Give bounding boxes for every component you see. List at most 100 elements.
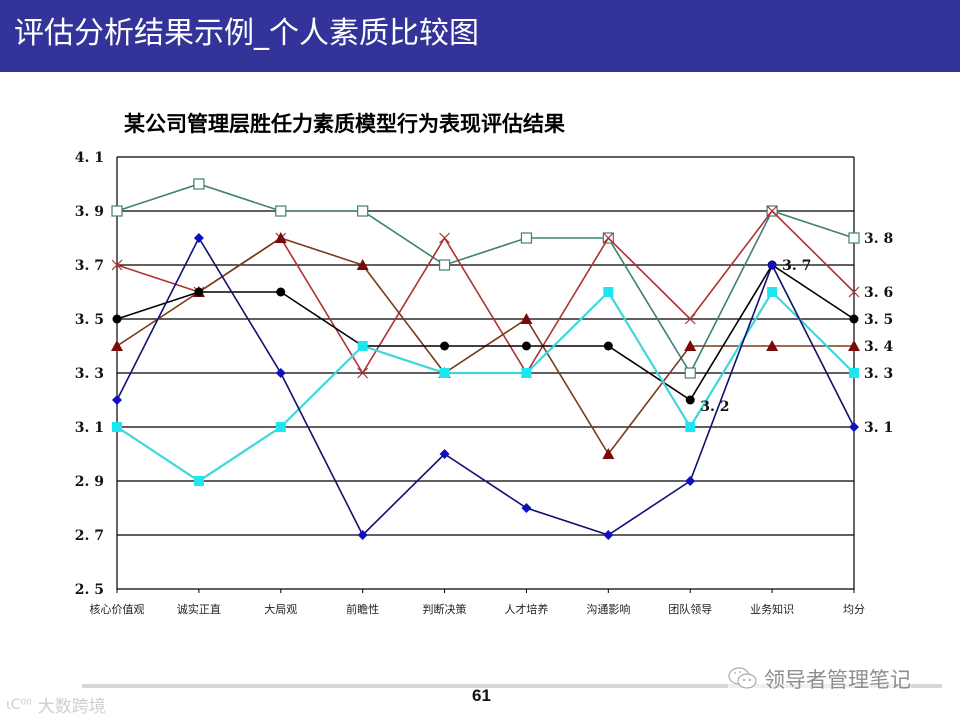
data-value-label: 3. 1 xyxy=(864,420,893,436)
title-banner: 评估分析结果示例_个人素质比较图 xyxy=(0,0,960,72)
x-category-label: 人才培养 xyxy=(504,602,548,616)
data-point-marker xyxy=(357,341,368,351)
data-point-marker xyxy=(849,368,859,378)
data-point-marker xyxy=(849,314,859,324)
data-point-marker xyxy=(439,368,450,378)
slide-title: 评估分析结果示例_个人素质比较图 xyxy=(14,16,479,51)
data-point-marker xyxy=(193,233,204,243)
data-point-marker xyxy=(685,395,695,405)
data-value-label: 3. 6 xyxy=(864,285,893,301)
data-point-marker xyxy=(603,341,613,351)
data-point-marker xyxy=(357,530,368,540)
y-tick-label: 2. 9 xyxy=(75,474,104,490)
x-category-label: 大局观 xyxy=(264,602,297,616)
data-point-marker xyxy=(521,341,531,351)
data-value-label: 3. 8 xyxy=(864,231,893,247)
data-point-marker xyxy=(193,178,205,190)
wechat-icon xyxy=(728,667,757,689)
data-value-label: 3. 4 xyxy=(864,339,893,355)
chart-title: 某公司管理层胜任力素质模型行为表现评估结果 xyxy=(124,111,565,136)
data-point-marker xyxy=(357,367,369,379)
data-point-marker xyxy=(684,367,696,379)
data-point-marker xyxy=(194,287,204,297)
data-point-marker xyxy=(767,287,778,297)
x-axis-category-labels: 核心价值观 诚实正直 大局观 前瞻性 判断决策 人才培养 沟通影响 团队领导 业务知识 均分 xyxy=(90,589,865,616)
data-point-marker xyxy=(849,422,859,432)
data-point-marker xyxy=(357,205,369,217)
data-point-marker xyxy=(274,232,287,243)
y-tick-label: 2. 7 xyxy=(75,528,104,544)
watermark-left: ιC⁰⁰ 大数跨境 xyxy=(6,692,106,718)
data-point-marker xyxy=(520,232,533,244)
data-point-marker xyxy=(521,503,532,513)
data-point-marker xyxy=(520,313,533,324)
data-point-marker xyxy=(684,340,697,351)
watermark-right-text: 领导者管理笔记 xyxy=(764,668,911,692)
footer-divider xyxy=(82,684,942,688)
data-point-marker xyxy=(602,232,614,244)
x-category-label: 前瞻性 xyxy=(346,602,379,616)
data-value-label: 3. 3 xyxy=(864,366,893,382)
data-point-marker xyxy=(440,341,450,351)
series-path xyxy=(116,183,855,375)
data-point-marker xyxy=(112,395,122,405)
y-tick-label: 4. 1 xyxy=(75,150,104,166)
watermark-logo-icon: ιC⁰⁰ xyxy=(6,696,32,713)
data-point-marker xyxy=(848,232,860,244)
watermark-left-text: 大数跨境 xyxy=(37,697,106,717)
data-point-marker xyxy=(602,448,615,459)
data-point-marker xyxy=(112,422,122,432)
data-value-label: 3. 2 xyxy=(700,399,729,415)
data-point-marker xyxy=(439,232,450,244)
chart-series xyxy=(111,178,860,540)
series-path xyxy=(116,236,855,537)
data-point-marker xyxy=(276,287,286,297)
y-tick-label: 3. 3 xyxy=(75,366,104,382)
chart-annotations: 3. 8 3. 7 3. 6 3. 5 3. 4 3. 3 3. 2 3. 1 xyxy=(700,231,893,436)
data-point-marker xyxy=(684,313,696,325)
x-category-label: 核心价值观 xyxy=(90,602,145,616)
y-tick-label: 2. 5 xyxy=(75,582,104,598)
data-point-marker xyxy=(356,259,369,270)
x-category-label: 诚实正直 xyxy=(177,602,221,616)
x-category-label: 业务知识 xyxy=(750,602,794,616)
data-point-marker xyxy=(685,476,696,486)
data-point-marker xyxy=(111,259,123,271)
series-line xyxy=(112,287,859,486)
data-point-marker xyxy=(766,205,778,217)
data-point-marker xyxy=(767,260,778,270)
data-point-marker xyxy=(275,205,287,217)
x-category-label: 沟通影响 xyxy=(586,603,630,616)
x-category-label: 团队领导 xyxy=(668,602,712,616)
data-point-marker xyxy=(112,314,122,324)
data-point-marker xyxy=(275,368,286,378)
y-tick-label: 3. 5 xyxy=(75,312,104,328)
data-point-marker xyxy=(848,340,860,351)
data-point-marker xyxy=(685,422,696,432)
data-point-marker xyxy=(111,340,123,351)
x-category-label: 均分 xyxy=(843,603,865,616)
y-tick-label: 3. 1 xyxy=(75,420,104,436)
series-path xyxy=(116,290,855,483)
series-path xyxy=(116,263,855,402)
y-tick-label: 3. 7 xyxy=(75,258,104,274)
series-line xyxy=(112,233,859,540)
y-tick-label: 3. 9 xyxy=(75,204,104,220)
page-number: 61 xyxy=(472,686,491,705)
data-point-marker xyxy=(439,449,450,459)
data-value-label: 3. 7 xyxy=(782,258,811,274)
data-point-marker xyxy=(521,368,532,378)
x-category-label: 判断决策 xyxy=(423,602,467,616)
data-point-marker xyxy=(111,205,123,217)
y-axis-tick-labels: 4. 1 3. 9 3. 7 3. 5 3. 3 3. 1 2. 9 2. 7 2. 5 xyxy=(75,150,104,598)
data-point-marker xyxy=(848,286,860,298)
data-point-marker xyxy=(766,340,779,351)
data-point-marker xyxy=(275,422,286,432)
data-value-label: 3. 5 xyxy=(864,312,893,328)
data-point-marker xyxy=(438,259,451,271)
data-point-marker xyxy=(603,530,614,540)
data-point-marker xyxy=(603,287,614,297)
watermark-right: 领导者管理笔记 xyxy=(728,664,911,694)
data-point-marker xyxy=(193,476,204,486)
